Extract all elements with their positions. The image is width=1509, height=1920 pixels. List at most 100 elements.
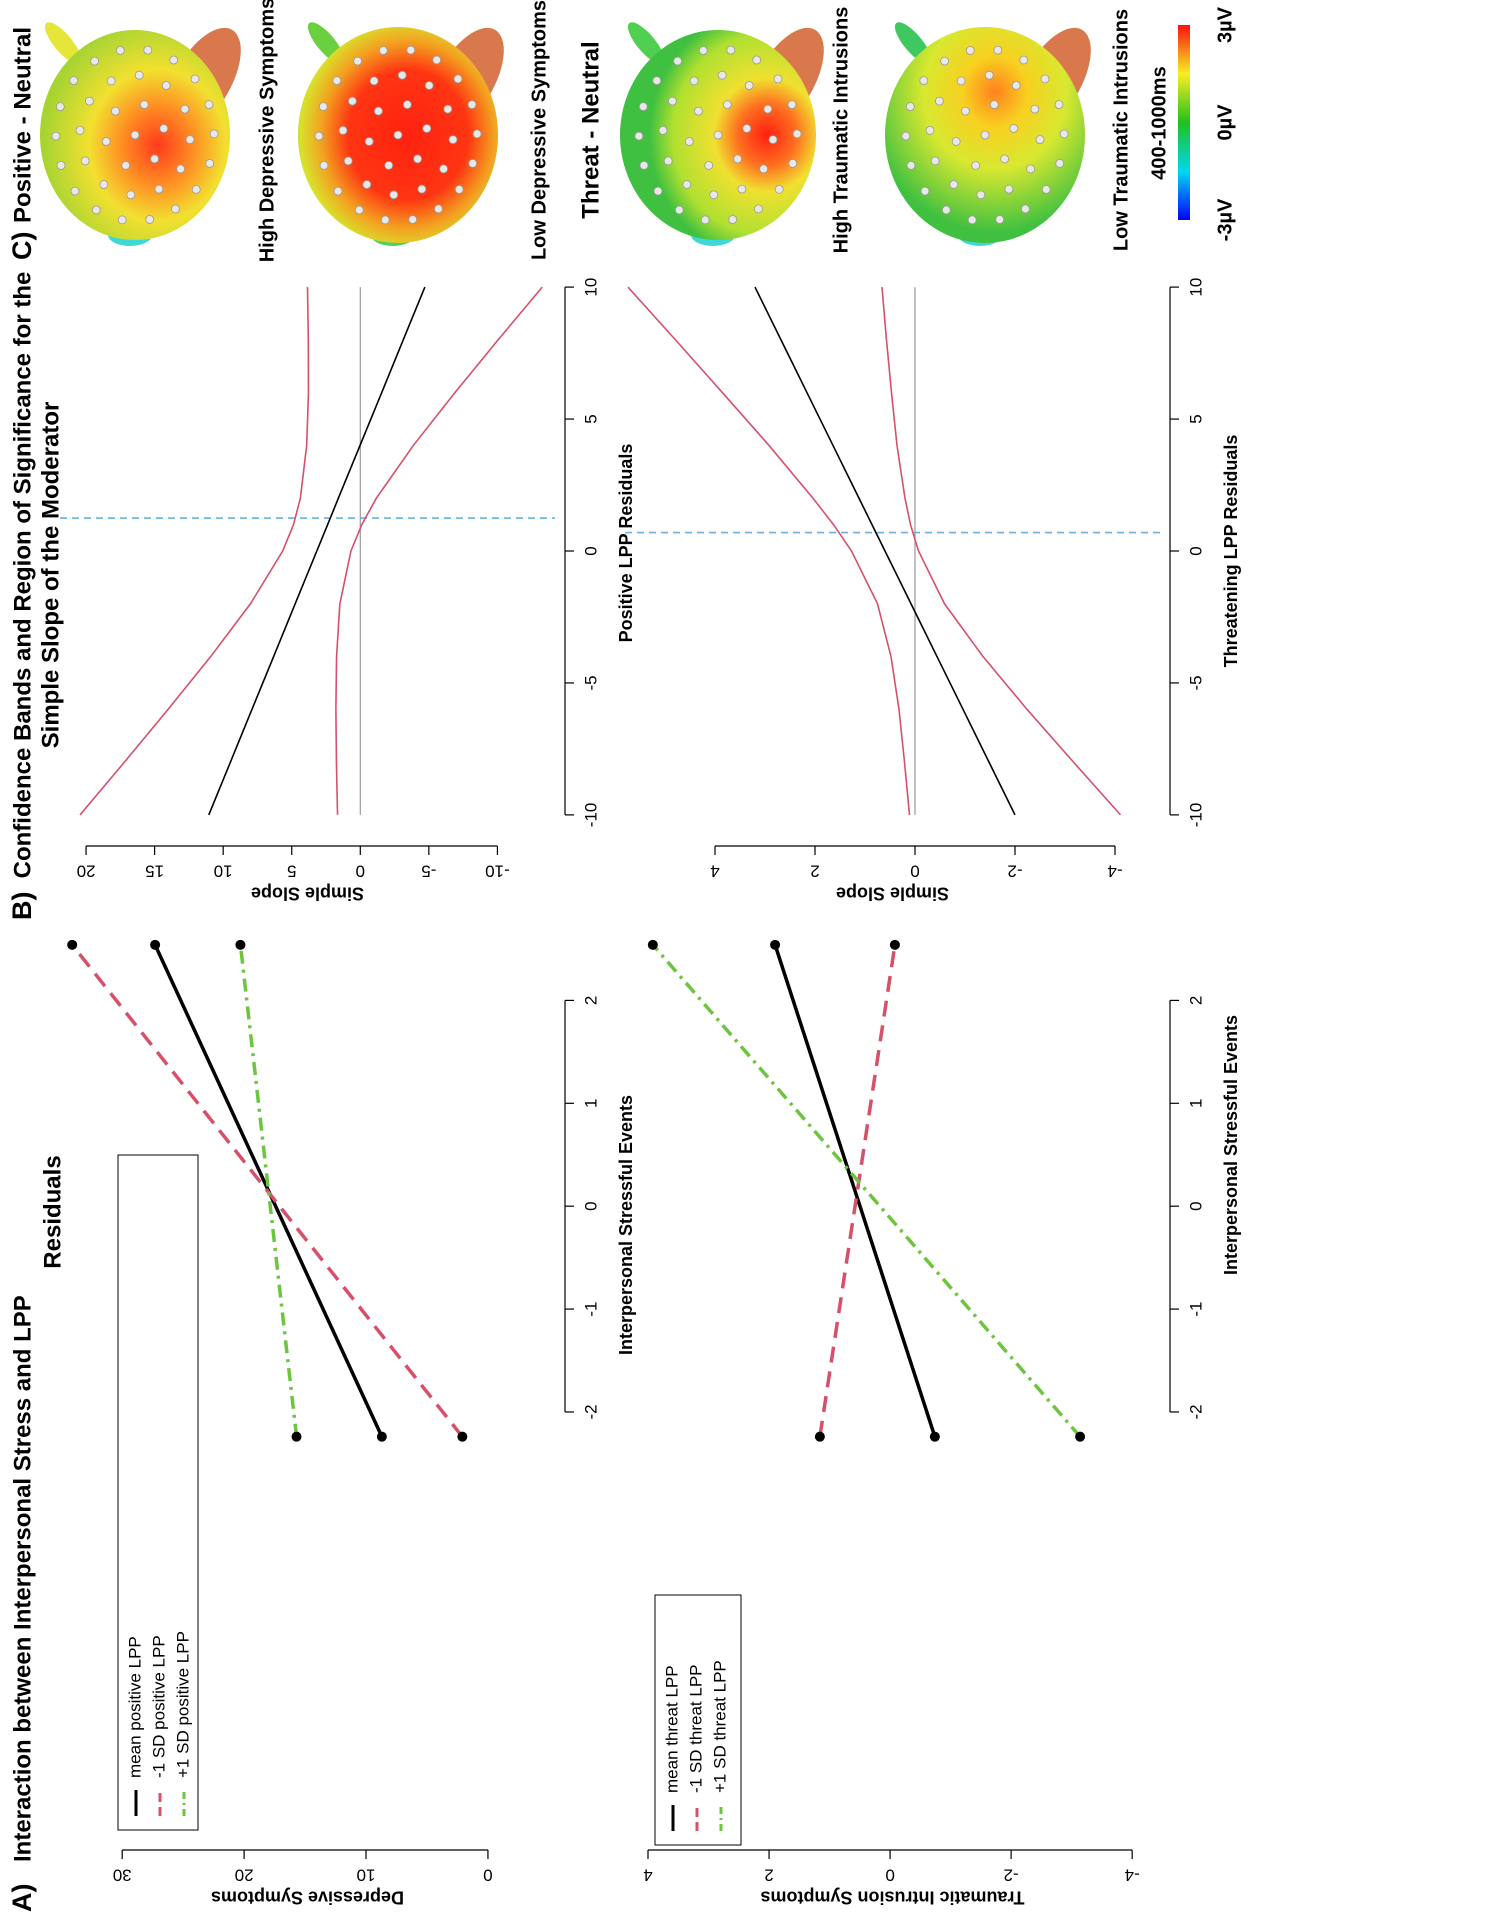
- topomap: [40, 22, 241, 246]
- topomap: [298, 22, 504, 246]
- electrode: [919, 76, 929, 85]
- electrode: [343, 156, 353, 166]
- electrode: [1030, 104, 1040, 114]
- electrode: [171, 204, 180, 214]
- topomap-label: High Depressive Symptoms: [256, 0, 278, 262]
- electrode: [130, 130, 140, 140]
- electrode: [1026, 164, 1035, 174]
- electrode: [169, 55, 179, 65]
- panel-label: A): [7, 1884, 37, 1913]
- x-tick-label: 2: [1186, 996, 1205, 1005]
- colorbar: [1178, 25, 1190, 220]
- electrode: [704, 161, 714, 170]
- y-axis-label: Simple Slope: [251, 883, 364, 903]
- electrode: [733, 154, 743, 164]
- electrode: [314, 131, 324, 141]
- electrode: [384, 161, 394, 170]
- y-tick-label: 4: [643, 1866, 652, 1885]
- x-tick-label: 1: [581, 1099, 600, 1108]
- electrode: [443, 104, 453, 114]
- point: [291, 1431, 302, 1442]
- y-tick-label: -10: [485, 862, 510, 881]
- legend-box: [117, 1154, 199, 1831]
- electrode: [773, 74, 783, 84]
- electrode: [126, 190, 136, 200]
- electrode: [90, 56, 99, 66]
- electrode: [180, 104, 190, 114]
- electrode: [121, 161, 131, 170]
- electrode: [1021, 204, 1030, 214]
- y-axis-label: Depressive Symptoms: [211, 1887, 404, 1907]
- electrode: [984, 70, 994, 80]
- electrode: [759, 164, 768, 174]
- electrode: [726, 45, 736, 55]
- y-tick-label: 0: [356, 862, 365, 881]
- panel-title: Simple Slope of the Moderator: [37, 402, 64, 749]
- electrode: [80, 156, 90, 166]
- electrode: [976, 190, 986, 200]
- electrode: [930, 156, 940, 166]
- panel-label: B): [7, 892, 37, 921]
- electrode: [75, 126, 85, 135]
- electrode: [995, 215, 1005, 224]
- point: [67, 939, 78, 950]
- point: [150, 939, 161, 950]
- electrode: [424, 81, 434, 90]
- electrode: [639, 161, 649, 170]
- topomap: [620, 22, 824, 246]
- electrode: [949, 180, 959, 189]
- y-tick-label: 0: [483, 1866, 492, 1885]
- point: [235, 939, 246, 950]
- electrode: [373, 106, 383, 116]
- electrode: [143, 45, 153, 55]
- series-line: [238, 944, 299, 1437]
- electrode: [209, 129, 219, 139]
- electrode: [354, 205, 364, 215]
- electrode: [56, 161, 66, 170]
- electrode: [787, 100, 797, 110]
- electrode: [693, 106, 703, 116]
- electrode: [763, 104, 773, 114]
- electrode: [364, 137, 374, 146]
- electrode: [362, 180, 372, 189]
- legend-label: -1 SD positive LPP: [149, 1635, 168, 1778]
- electrode: [1011, 81, 1021, 90]
- electrode: [905, 102, 915, 112]
- electrode: [101, 137, 111, 146]
- y-tick-label: 2: [810, 862, 819, 881]
- electrode: [348, 96, 357, 106]
- series-line: [79, 287, 310, 816]
- electrode: [1055, 159, 1065, 168]
- electrode: [1000, 154, 1010, 164]
- legend-label: mean positive LPP: [125, 1636, 144, 1778]
- electrode: [652, 76, 662, 85]
- electrode: [668, 96, 677, 106]
- electrode: [792, 129, 802, 139]
- point: [929, 1431, 940, 1442]
- electrode: [393, 130, 403, 140]
- electrode: [722, 100, 732, 110]
- electrode: [663, 156, 673, 166]
- electrode: [1009, 124, 1019, 133]
- x-tick-label: 2: [581, 996, 600, 1005]
- electrode: [85, 96, 94, 106]
- electrode: [150, 154, 160, 164]
- topomap-label: Low Traumatic Intrusions: [1110, 9, 1132, 251]
- electrode: [380, 215, 390, 225]
- electrode: [673, 56, 682, 66]
- electrode: [422, 124, 432, 133]
- electrode: [754, 204, 763, 214]
- panel-title: Interaction between Interpersonal Stress…: [9, 1295, 36, 1862]
- electrode: [906, 161, 916, 170]
- colorbar-title: 400-1000ms: [1148, 66, 1170, 179]
- electrode: [319, 161, 329, 170]
- electrode: [935, 96, 944, 106]
- electrode: [185, 135, 195, 145]
- electrode: [1004, 184, 1014, 194]
- panel-title: Confidence Bands and Region of Significa…: [9, 272, 36, 879]
- electrode: [318, 102, 328, 112]
- electrode: [69, 76, 79, 85]
